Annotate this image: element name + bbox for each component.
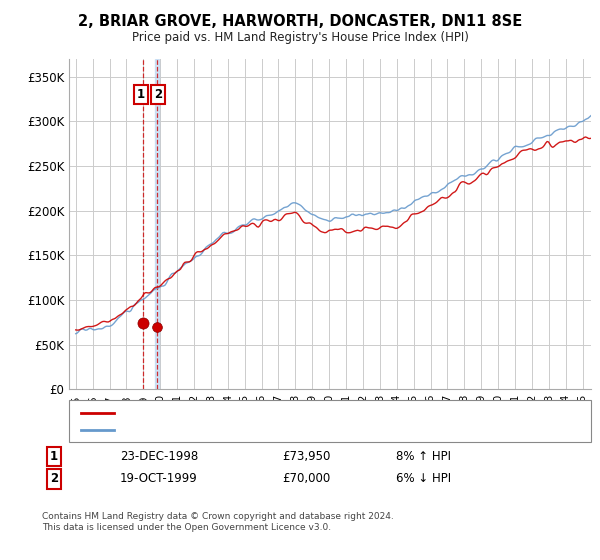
Text: 1: 1: [50, 450, 58, 463]
Text: 2, BRIAR GROVE, HARWORTH, DONCASTER, DN11 8SE (detached house): 2, BRIAR GROVE, HARWORTH, DONCASTER, DN1…: [120, 408, 497, 418]
Text: £73,950: £73,950: [282, 450, 331, 463]
Text: £70,000: £70,000: [282, 472, 330, 486]
Text: 1: 1: [137, 88, 145, 101]
Text: 19-OCT-1999: 19-OCT-1999: [120, 472, 198, 486]
Text: 2: 2: [154, 88, 163, 101]
Text: HPI: Average price, detached house, Bassetlaw: HPI: Average price, detached house, Bass…: [120, 424, 366, 435]
Text: 6% ↓ HPI: 6% ↓ HPI: [396, 472, 451, 486]
Text: 2, BRIAR GROVE, HARWORTH, DONCASTER, DN11 8SE: 2, BRIAR GROVE, HARWORTH, DONCASTER, DN1…: [78, 14, 522, 29]
Text: Contains HM Land Registry data © Crown copyright and database right 2024.
This d: Contains HM Land Registry data © Crown c…: [42, 512, 394, 532]
Text: 2: 2: [50, 472, 58, 486]
Bar: [155, 59, 159, 389]
Text: 23-DEC-1998: 23-DEC-1998: [120, 450, 198, 463]
Text: Price paid vs. HM Land Registry's House Price Index (HPI): Price paid vs. HM Land Registry's House …: [131, 31, 469, 44]
Text: 8% ↑ HPI: 8% ↑ HPI: [396, 450, 451, 463]
